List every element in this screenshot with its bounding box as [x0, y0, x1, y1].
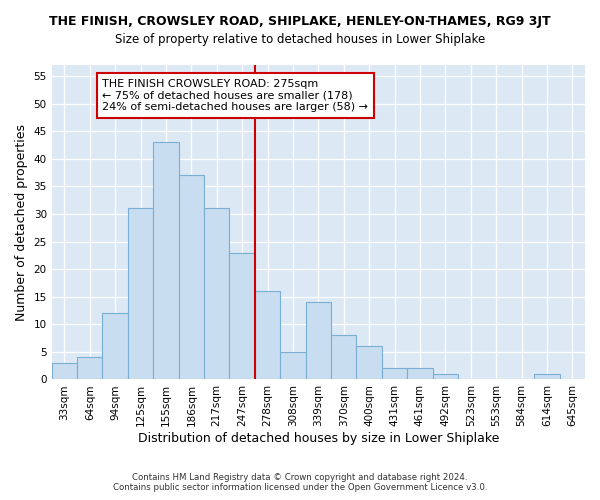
Bar	[77, 358, 103, 380]
Y-axis label: Number of detached properties: Number of detached properties	[15, 124, 28, 320]
Text: THE FINISH CROWSLEY ROAD: 275sqm
← 75% of detached houses are smaller (178)
24% : THE FINISH CROWSLEY ROAD: 275sqm ← 75% o…	[103, 79, 368, 112]
X-axis label: Distribution of detached houses by size in Lower Shiplake: Distribution of detached houses by size …	[137, 432, 499, 445]
Bar	[229, 252, 255, 380]
Bar	[433, 374, 458, 380]
Text: THE FINISH, CROWSLEY ROAD, SHIPLAKE, HENLEY-ON-THAMES, RG9 3JT: THE FINISH, CROWSLEY ROAD, SHIPLAKE, HEN…	[49, 15, 551, 28]
Bar	[179, 176, 204, 380]
Bar	[305, 302, 331, 380]
Bar	[255, 291, 280, 380]
Text: Contains HM Land Registry data © Crown copyright and database right 2024.
Contai: Contains HM Land Registry data © Crown c…	[113, 473, 487, 492]
Bar	[153, 142, 179, 380]
Bar	[407, 368, 433, 380]
Bar	[52, 363, 77, 380]
Bar	[204, 208, 229, 380]
Bar	[128, 208, 153, 380]
Bar	[356, 346, 382, 380]
Bar	[103, 314, 128, 380]
Bar	[534, 374, 560, 380]
Bar	[280, 352, 305, 380]
Bar	[382, 368, 407, 380]
Bar	[331, 336, 356, 380]
Text: Size of property relative to detached houses in Lower Shiplake: Size of property relative to detached ho…	[115, 32, 485, 46]
